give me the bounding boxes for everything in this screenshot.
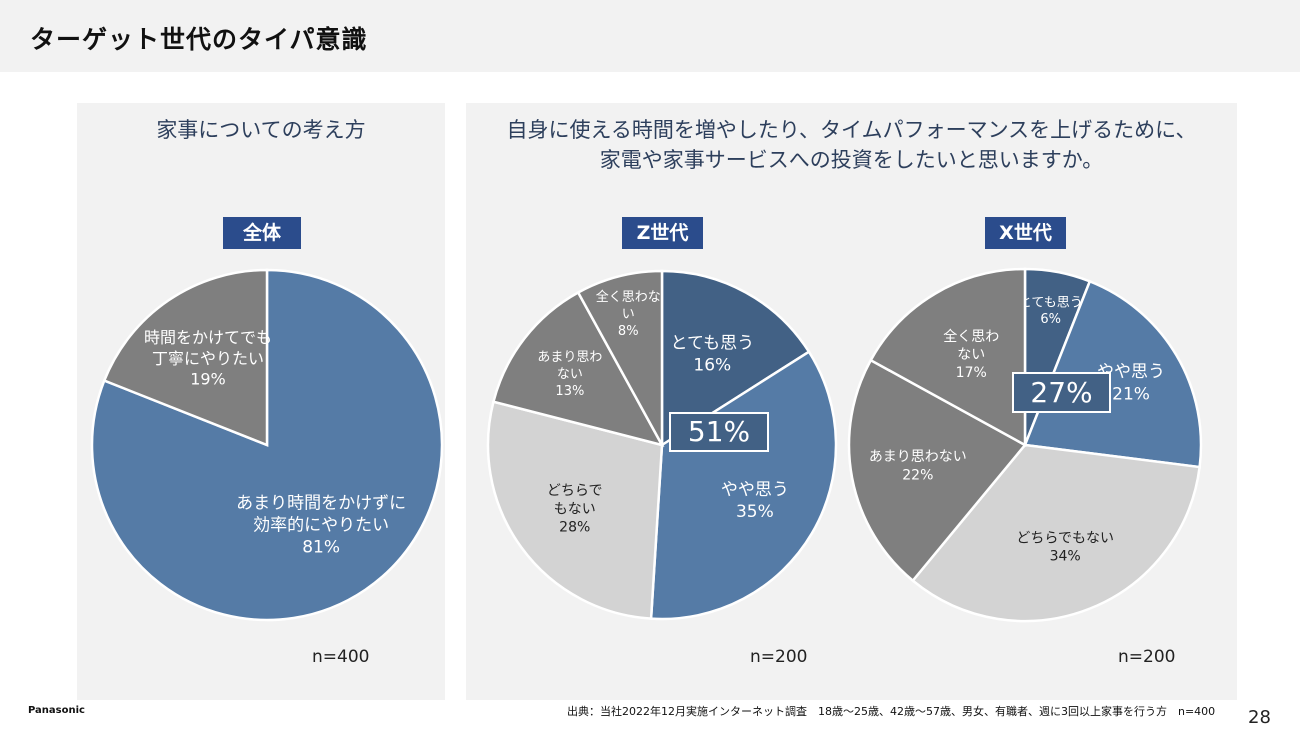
left-panel-title: 家事についての考え方	[156, 118, 366, 142]
header-bar	[0, 0, 1300, 72]
slice-label-line: あまり思わない	[869, 449, 967, 465]
badge-total: 全体	[223, 217, 301, 249]
slice-label-line: 6%	[1040, 312, 1061, 327]
x-gen-slice-label-4: 全く思わない 17%	[943, 328, 999, 381]
z-gen-slice-label-4: 全く思わない 8%	[596, 289, 661, 339]
x-gen-slice-label-2: どちらでもない 34%	[1016, 530, 1114, 564]
z-gen-slice-0	[660, 269, 811, 448]
slice-label-line: 21%	[1112, 384, 1150, 404]
right-panel-title-line1: 自身に使える時間を増やしたり、タイムパフォーマンスを上げるために、	[506, 118, 1197, 142]
x-gen-callout-total: 27%	[1012, 372, 1111, 413]
x-gen-slice-1	[1023, 279, 1203, 469]
x-gen-slice-3	[847, 358, 1027, 583]
slice-label-line: 13%	[555, 384, 584, 399]
badge-z-gen: Z世代	[622, 217, 703, 249]
total-slice-label-1: 時間をかけてでも丁寧にやりたい 19%	[144, 328, 272, 389]
slice-label-line: い	[622, 307, 635, 322]
x-gen-slice-label-3: あまり思わない 22%	[869, 449, 967, 483]
slice-label-line: 全く思わな	[596, 289, 661, 305]
slice-label-line: どちらで	[547, 483, 603, 499]
slice-label-line: 22%	[902, 467, 933, 483]
slice-label-line: ない	[557, 367, 583, 382]
x-gen-slice-4	[869, 267, 1027, 448]
source-note: 出典：当社2022年12月実施インターネット調査 18歳～25歳、42歳～57歳…	[567, 705, 1216, 718]
total-slice-label-0: あまり時間をかけずに効率的にやりたい 81%	[236, 493, 406, 557]
slice-label-line: 8%	[618, 324, 639, 339]
z-gen-slice-label-0: とても思う 16%	[670, 333, 754, 375]
slice-label-line: あまり思わ	[537, 350, 602, 365]
z-gen-slice-label-1: やや思う 35%	[721, 480, 789, 522]
z-gen-slice-label-3: あまり思わない 13%	[537, 350, 602, 399]
slice-label-line: ない	[957, 347, 985, 363]
panasonic-logo: Panasonic	[28, 705, 85, 716]
slice-label-line: 全く思わ	[943, 328, 999, 345]
slice-label-line: あまり時間をかけずに	[236, 493, 406, 513]
x-gen-sample-size: n=200	[1118, 647, 1176, 667]
page-number: 28	[1248, 707, 1271, 728]
slice-label-line: 35%	[736, 502, 774, 522]
z-gen-slice-label-2: どちらでもない 28%	[547, 483, 603, 535]
slice-label-line: 28%	[559, 520, 590, 536]
z-gen-sample-size: n=200	[750, 647, 808, 667]
slice-label-line: 丁寧にやりたい	[152, 349, 264, 368]
badge-x-gen: X世代	[985, 217, 1066, 249]
z-gen-slice-4	[576, 269, 664, 446]
slice-label-line: 19%	[190, 370, 226, 389]
z-gen-slice-2	[486, 400, 664, 620]
left-sample-size: n=400	[312, 647, 370, 667]
slice-label-line: とても思う	[670, 333, 754, 353]
z-gen-callout-total: 51%	[669, 412, 769, 452]
x-gen-slice-label-0: とても思う 6%	[1019, 295, 1083, 327]
slice-label-line: 時間をかけてでも	[144, 328, 272, 347]
slice-label-line: 効率的にやりたい	[253, 516, 389, 536]
slice-label-line: とても思う	[1019, 295, 1083, 310]
right-panel-title-line2: 家電や家事サービスへの投資をしたいと思いますか。	[599, 148, 1104, 172]
slice-label-line: やや思う	[721, 480, 789, 500]
slice-label-line: もない	[554, 501, 596, 517]
slice-label-line: 17%	[956, 365, 987, 381]
x-gen-slice-label-1: やや思う 21%	[1097, 362, 1165, 404]
slice-label-line: 81%	[302, 538, 340, 558]
slice-label-line: やや思う	[1097, 362, 1165, 382]
page-title: ターゲット世代のタイパ意識	[30, 25, 368, 54]
slice-label-line: どちらでもない	[1016, 530, 1114, 546]
x-gen-slice-2	[911, 443, 1202, 623]
total-slice-1	[102, 268, 269, 447]
z-gen-slice-1	[649, 350, 838, 621]
slice-label-line: 34%	[1050, 548, 1081, 564]
z-gen-slice-3	[491, 290, 665, 447]
slice-label-line: 16%	[693, 356, 731, 376]
